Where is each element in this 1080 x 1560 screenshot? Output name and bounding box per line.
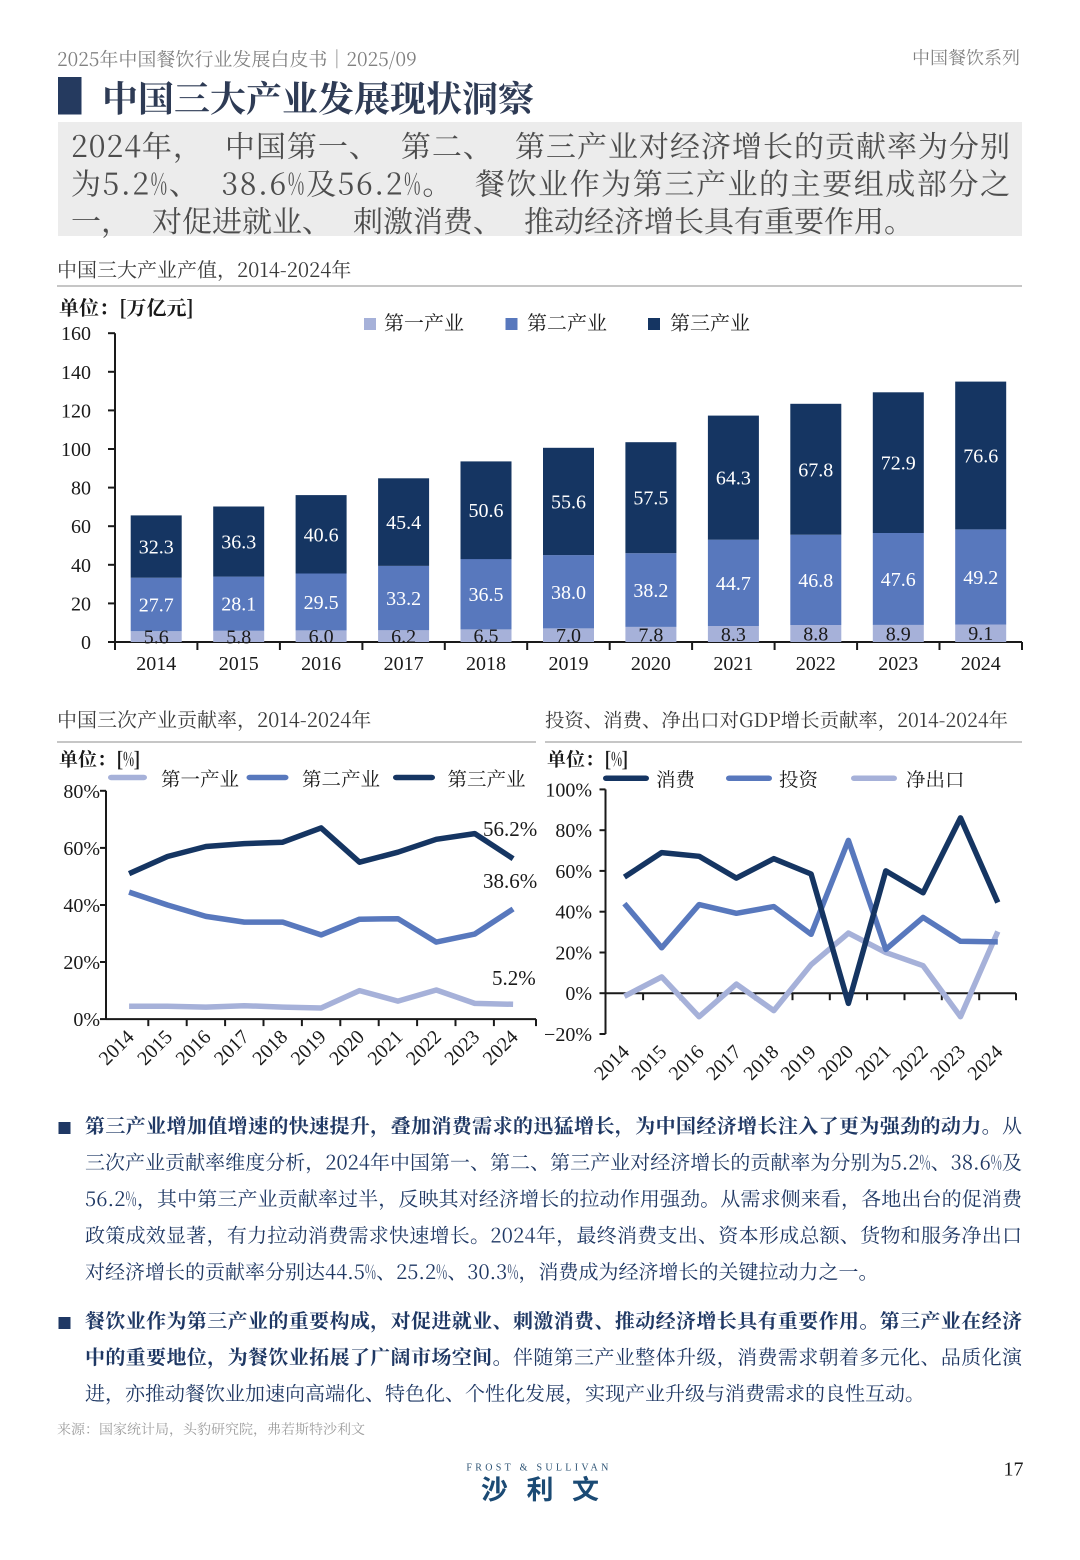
svg-text:2019: 2019 [777, 1041, 821, 1085]
svg-text:36.3: 36.3 [221, 532, 256, 554]
svg-text:80: 80 [71, 478, 91, 500]
svg-text:100: 100 [61, 439, 91, 461]
svg-text:−20%: −20% [544, 1024, 592, 1046]
svg-text:0%: 0% [73, 1009, 100, 1031]
svg-text:20: 20 [71, 593, 91, 615]
svg-text:60%: 60% [555, 861, 592, 883]
svg-text:2019: 2019 [287, 1026, 331, 1070]
svg-text:38.6%: 38.6% [483, 869, 537, 893]
svg-text:57.5: 57.5 [633, 488, 668, 510]
svg-text:64.3: 64.3 [716, 468, 751, 490]
svg-text:FROST & SULLIVAN: FROST & SULLIVAN [466, 1463, 611, 1474]
svg-text:60%: 60% [63, 838, 100, 860]
svg-text:29.5: 29.5 [304, 592, 339, 614]
svg-text:6.0: 6.0 [309, 626, 334, 648]
svg-text:50.6: 50.6 [469, 500, 504, 522]
svg-text:20%: 20% [63, 952, 100, 974]
svg-text:17: 17 [1004, 1459, 1024, 1481]
svg-text:80%: 80% [555, 820, 592, 842]
svg-text:40: 40 [71, 555, 91, 577]
svg-text:40%: 40% [555, 902, 592, 924]
svg-text:2020: 2020 [325, 1026, 369, 1070]
svg-text:100%: 100% [545, 779, 592, 801]
svg-text:38.0: 38.0 [551, 582, 586, 604]
svg-text:2015: 2015 [219, 653, 259, 675]
svg-text:8.8: 8.8 [803, 624, 828, 646]
svg-text:2020: 2020 [631, 653, 671, 675]
svg-text:44.7: 44.7 [716, 573, 751, 595]
svg-text:2022: 2022 [889, 1041, 933, 1085]
svg-text:38.2: 38.2 [633, 580, 668, 602]
svg-text:2017: 2017 [210, 1026, 254, 1070]
svg-text:55.6: 55.6 [551, 492, 586, 514]
svg-text:2017: 2017 [384, 653, 424, 675]
svg-text:7.8: 7.8 [638, 625, 663, 647]
svg-text:2024: 2024 [963, 1041, 1007, 1085]
svg-text:2023: 2023 [440, 1026, 484, 1070]
svg-text:76.6: 76.6 [963, 446, 998, 468]
svg-text:2016: 2016 [665, 1041, 709, 1085]
svg-text:2024: 2024 [961, 653, 1001, 675]
svg-text:2018: 2018 [248, 1026, 292, 1070]
svg-text:56.2%: 56.2% [483, 817, 537, 841]
svg-text:2018: 2018 [739, 1041, 783, 1085]
svg-text:2015: 2015 [133, 1026, 177, 1070]
svg-text:2024: 2024 [479, 1026, 523, 1070]
svg-text:140: 140 [61, 362, 91, 384]
svg-text:40%: 40% [63, 895, 100, 917]
svg-text:8.9: 8.9 [886, 623, 911, 645]
svg-text:2021: 2021 [364, 1026, 408, 1070]
svg-text:72.9: 72.9 [881, 453, 916, 475]
svg-text:45.4: 45.4 [386, 512, 421, 534]
svg-text:5.6: 5.6 [144, 627, 169, 649]
svg-text:33.2: 33.2 [386, 588, 421, 610]
svg-text:2022: 2022 [796, 653, 836, 675]
svg-text:0%: 0% [565, 983, 592, 1005]
svg-text:27.7: 27.7 [139, 595, 174, 617]
svg-text:0: 0 [81, 632, 91, 654]
svg-text:46.8: 46.8 [798, 570, 833, 592]
svg-text:20%: 20% [555, 943, 592, 965]
svg-text:2014: 2014 [136, 653, 176, 675]
svg-text:2022: 2022 [402, 1026, 446, 1070]
svg-text:80%: 80% [63, 781, 100, 803]
svg-text:2023: 2023 [878, 653, 918, 675]
svg-text:5.8: 5.8 [226, 626, 251, 648]
svg-text:2014: 2014 [590, 1041, 634, 1085]
svg-text:2018: 2018 [466, 653, 506, 675]
svg-text:49.2: 49.2 [963, 567, 998, 589]
svg-text:40.6: 40.6 [304, 524, 339, 546]
svg-text:67.8: 67.8 [798, 459, 833, 481]
svg-text:2014: 2014 [95, 1026, 139, 1070]
svg-text:2021: 2021 [851, 1041, 895, 1085]
svg-text:2021: 2021 [713, 653, 753, 675]
svg-text:9.1: 9.1 [968, 623, 993, 645]
svg-text:6.5: 6.5 [474, 626, 499, 648]
svg-text:36.5: 36.5 [469, 584, 504, 606]
svg-text:160: 160 [61, 323, 91, 345]
svg-text:2019: 2019 [549, 653, 589, 675]
svg-text:32.3: 32.3 [139, 537, 174, 559]
svg-text:2016: 2016 [172, 1026, 216, 1070]
svg-text:2023: 2023 [926, 1041, 970, 1085]
svg-text:8.3: 8.3 [721, 624, 746, 646]
svg-text:5.2%: 5.2% [492, 966, 536, 990]
svg-text:7.0: 7.0 [556, 625, 581, 647]
svg-text:47.6: 47.6 [881, 569, 916, 591]
svg-text:120: 120 [61, 400, 91, 422]
svg-text:2016: 2016 [301, 653, 341, 675]
svg-text:2017: 2017 [702, 1041, 746, 1085]
svg-text:28.1: 28.1 [221, 594, 256, 616]
svg-text:2020: 2020 [814, 1041, 858, 1085]
svg-text:60: 60 [71, 516, 91, 538]
svg-text:2015: 2015 [627, 1041, 671, 1085]
svg-text:6.2: 6.2 [391, 626, 416, 648]
